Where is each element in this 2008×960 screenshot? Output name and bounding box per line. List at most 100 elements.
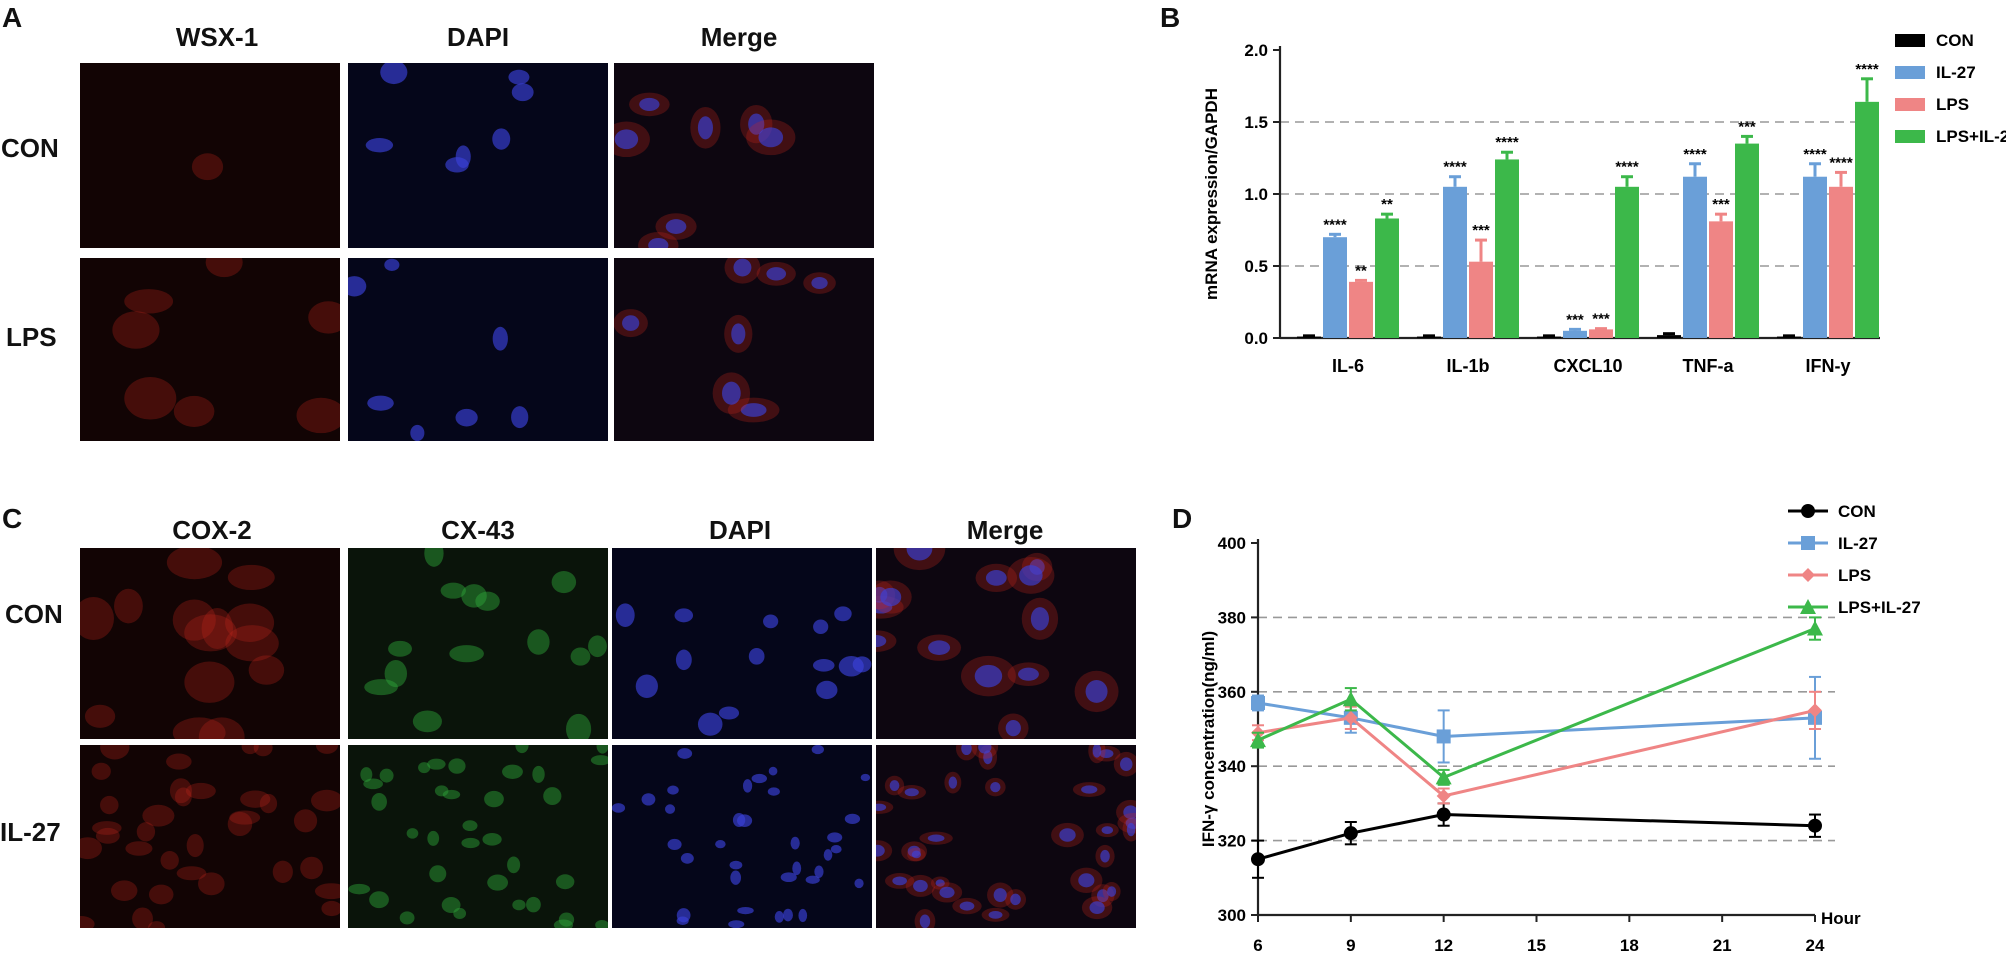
micrograph-cx43-il27	[348, 745, 608, 928]
data-point	[1435, 769, 1452, 785]
micrograph-dapi-il27	[612, 745, 872, 928]
panel-c-row-label: IL-27	[0, 817, 61, 847]
y-tick-label: 400	[1218, 534, 1246, 553]
significance-label: ***	[1712, 196, 1730, 213]
significance-label: ***	[1566, 311, 1584, 328]
significance-label: ****	[1615, 159, 1639, 176]
micrograph-merge-il27	[876, 745, 1136, 928]
legend-label: IL-27	[1838, 534, 1878, 553]
y-tick-label: 1.0	[1244, 185, 1268, 204]
micrograph-cx43-con	[348, 548, 608, 739]
line-chart-ifn-gamma: 300 320 340 360 380 400 6 9 12 15 18 21 24 Hour IFN-γ …	[1199, 502, 1921, 955]
y-tick-label: 300	[1218, 906, 1246, 925]
bar	[1709, 221, 1733, 338]
significance-label: ***	[1472, 222, 1490, 239]
bar	[1375, 218, 1399, 338]
micrograph-merge-lps	[614, 258, 874, 441]
legend-marker	[1801, 536, 1815, 550]
significance-label: **	[1355, 262, 1367, 279]
bar	[1563, 330, 1587, 338]
series-line	[1257, 708, 1816, 798]
panel-c-column-label: COX-2	[172, 515, 252, 545]
x-tick-label: TNF-a	[1683, 356, 1735, 376]
bar	[1469, 261, 1493, 338]
panel-a-row-label: CON	[1, 133, 59, 163]
data-point	[1436, 807, 1451, 822]
data-point	[1250, 732, 1266, 748]
bar	[1829, 186, 1853, 338]
panel-a-letter: A	[2, 2, 23, 33]
legend-label: LPS	[1936, 95, 1969, 114]
significance-label: ****	[1323, 216, 1347, 233]
panel-a-column-label: DAPI	[446, 22, 510, 52]
y-tick-label: 380	[1218, 608, 1246, 627]
bar	[1349, 281, 1373, 338]
x-tick-label: 12	[1434, 936, 1453, 955]
bar	[1803, 176, 1827, 338]
data-point	[1342, 691, 1359, 707]
series-line	[1257, 813, 1816, 861]
y-tick-label: 360	[1218, 683, 1246, 702]
x-tick-label: 18	[1620, 936, 1639, 955]
significance-label: **	[1381, 196, 1393, 213]
y-tick-label: 1.5	[1244, 113, 1268, 132]
panel-c-row-label: CON	[5, 599, 63, 629]
bar	[1855, 101, 1879, 338]
legend-swatch	[1895, 98, 1925, 111]
y-tick-label: 320	[1218, 832, 1246, 851]
series-line	[1257, 701, 1816, 738]
panel-c-letter: C	[2, 503, 23, 534]
significance-label: ****	[1803, 146, 1827, 163]
significance-label: ****	[1683, 146, 1707, 163]
x-tick-label: IL-6	[1332, 356, 1364, 376]
legend-label: LPS	[1838, 566, 1871, 585]
bar	[1683, 176, 1707, 338]
micrograph-wsx1-lps	[80, 258, 340, 441]
legend-label: LPS+IL-27	[1838, 598, 1921, 617]
micrograph-wsx1-con	[80, 63, 340, 248]
legend-marker	[1800, 599, 1816, 614]
significance-label: ****	[1829, 154, 1853, 171]
panel-b-letter: B	[1160, 2, 1181, 33]
x-tick-label: 21	[1713, 936, 1732, 955]
legend-swatch	[1895, 66, 1925, 79]
panel-a-column-label: Merge	[700, 22, 778, 52]
series-line	[1257, 627, 1816, 780]
bar	[1589, 329, 1613, 338]
data-point	[1251, 695, 1265, 710]
panel-c-column-label: DAPI	[708, 515, 772, 545]
legend-label: IL-27	[1936, 63, 1976, 82]
legend-marker	[1801, 568, 1815, 582]
data-point	[1807, 620, 1823, 636]
bar	[1615, 186, 1639, 338]
data-point	[1343, 826, 1358, 841]
legend-marker	[1801, 504, 1815, 518]
significance-label: ***	[1592, 311, 1610, 328]
x-tick-label: CXCL10	[1553, 356, 1622, 376]
data-point	[1436, 729, 1451, 744]
panel-a-row-label: LPS	[6, 322, 57, 352]
y-tick-label: 340	[1218, 757, 1246, 776]
y-axis-label: mRNA expression/GAPDH	[1202, 88, 1221, 300]
micrograph-cox2-il27	[80, 745, 340, 928]
significance-label: ****	[1495, 134, 1519, 151]
legend-swatch	[1895, 34, 1925, 47]
y-tick-label: 0.0	[1244, 329, 1268, 348]
bar	[1735, 143, 1759, 338]
panel-a-column-label: WSX-1	[175, 22, 259, 52]
bar	[1323, 237, 1347, 338]
micrograph-dapi-con	[348, 63, 608, 248]
x-tick-label: IL-1b	[1447, 356, 1490, 376]
x-tick-label: 15	[1527, 936, 1546, 955]
micrograph-merge-con	[614, 63, 874, 248]
bar	[1657, 335, 1681, 338]
y-tick-label: 2.0	[1244, 41, 1268, 60]
micrograph-cox2-con	[80, 548, 340, 739]
panel-c-column-label: Merge	[966, 515, 1044, 545]
x-axis-label: Hour	[1821, 909, 1861, 928]
data-point	[1343, 710, 1358, 725]
legend-label: LPS+IL-27	[1936, 127, 2006, 146]
data-point	[1251, 852, 1265, 867]
data-point	[1808, 703, 1822, 718]
